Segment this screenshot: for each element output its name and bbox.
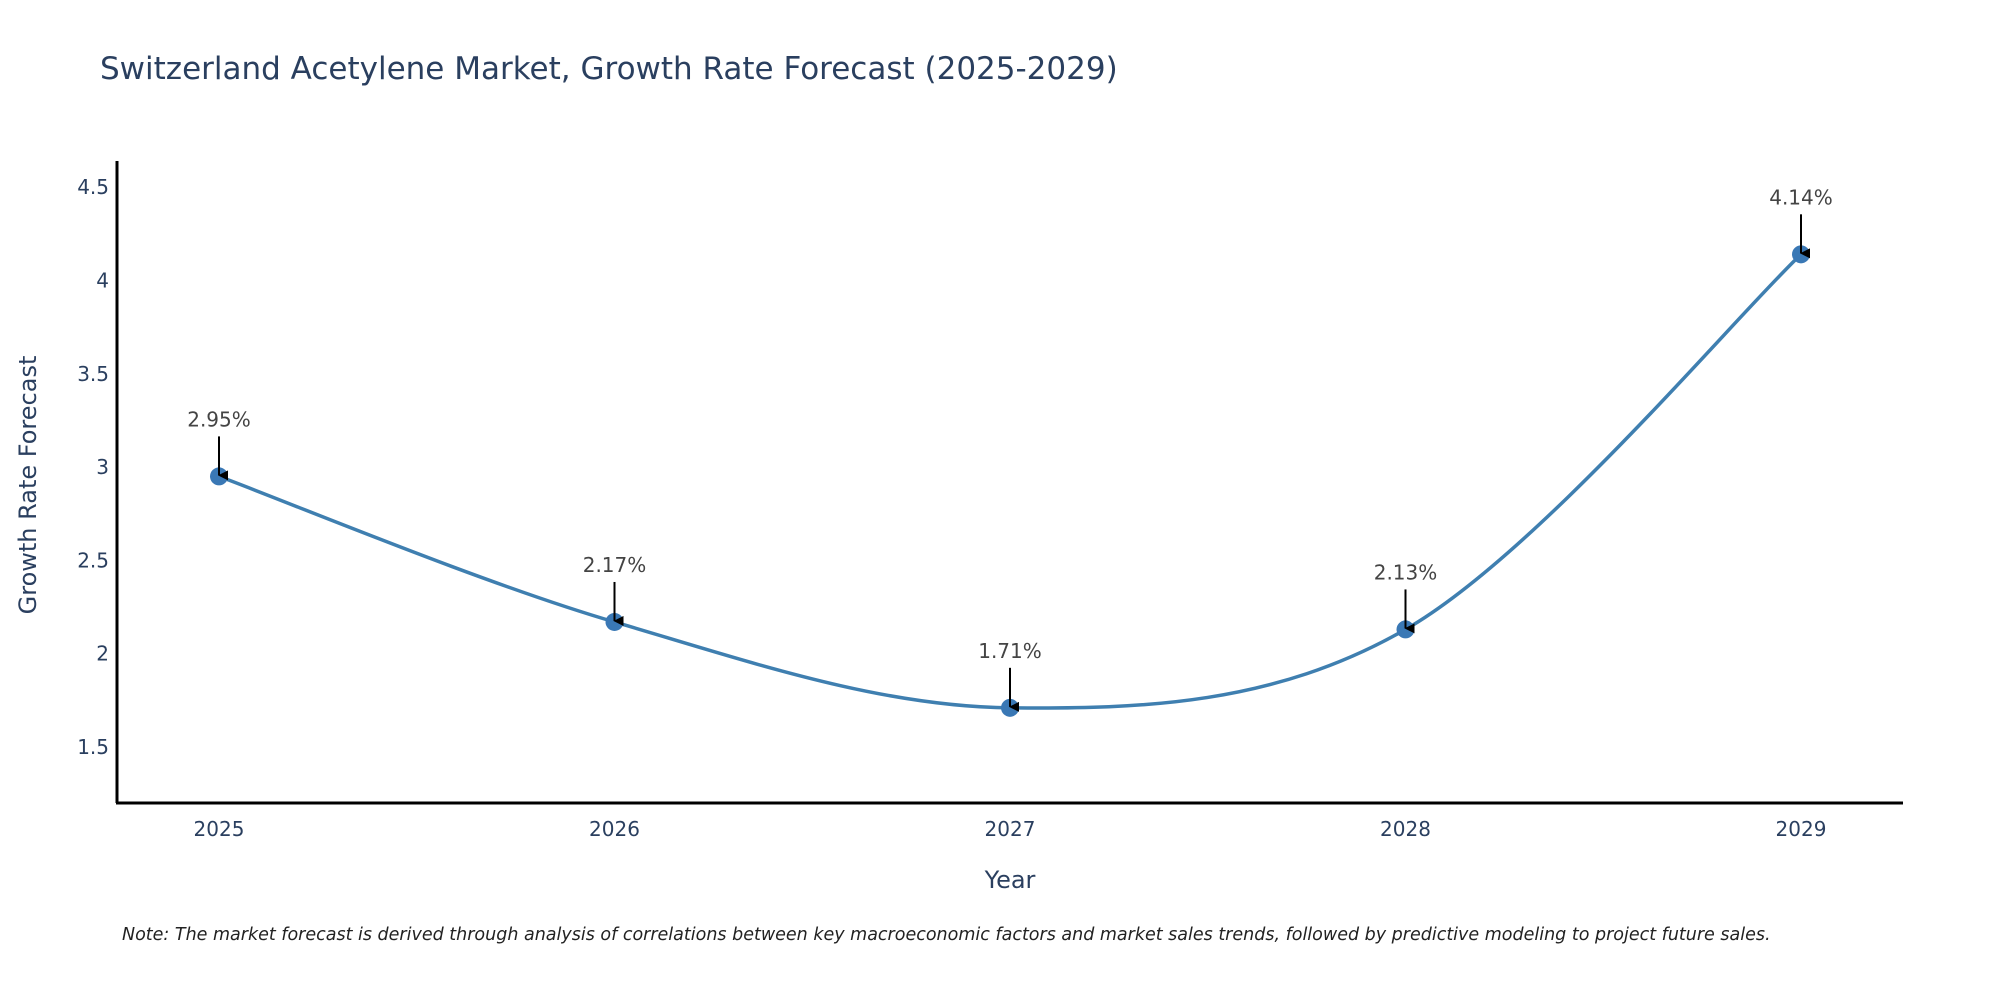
y-tick-label: 3.5	[77, 362, 109, 386]
x-axis-ticks: 2025 2026 2027 2028 2029	[194, 817, 1827, 841]
data-label: 2.13%	[1374, 560, 1438, 584]
y-tick-label: 1.5	[77, 735, 109, 759]
data-label-annotations: 2.95% 2.17% 1.71% 2.13% 4.14%	[187, 185, 1833, 712]
x-axis-title: Year	[984, 866, 1036, 894]
x-tick-label: 2026	[589, 817, 640, 841]
data-label: 4.14%	[1769, 185, 1833, 209]
x-tick-label: 2029	[1776, 817, 1827, 841]
data-label: 1.71%	[978, 639, 1042, 663]
chart-title: Switzerland Acetylene Market, Growth Rat…	[100, 51, 1118, 87]
y-tick-label: 2.5	[77, 548, 109, 572]
data-label: 2.17%	[583, 553, 647, 577]
x-tick-label: 2025	[194, 817, 245, 841]
chart-note: Note: The market forecast is derived thr…	[122, 925, 1771, 945]
data-label: 2.95%	[187, 407, 251, 431]
x-tick-label: 2028	[1380, 817, 1431, 841]
y-tick-label: 4	[96, 268, 109, 292]
y-axis-title: Growth Rate Forecast	[14, 356, 42, 615]
y-tick-label: 4.5	[77, 175, 109, 199]
y-axis-ticks: 1.5 2 2.5 3 3.5 4 4.5	[77, 175, 109, 759]
y-tick-label: 3	[96, 455, 109, 479]
series-line	[217, 252, 1803, 710]
x-tick-label: 2027	[985, 817, 1036, 841]
y-tick-label: 2	[96, 642, 109, 666]
